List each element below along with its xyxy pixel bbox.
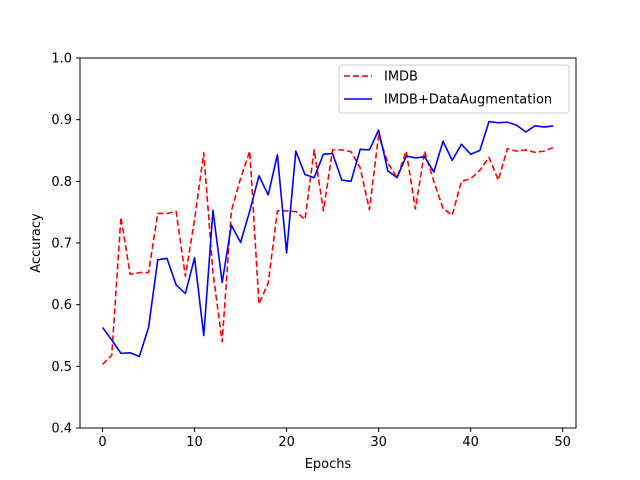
y-tick-label: 0.5	[51, 360, 72, 375]
legend: IMDB IMDB+DataAugmentation	[338, 64, 570, 114]
y-tick-label: 1.0	[51, 52, 72, 67]
y-axis-label: Accuracy	[29, 213, 44, 273]
legend-label-imdb-dataaugmentation: IMDB+DataAugmentation	[384, 93, 552, 108]
x-axis-label: Epochs	[305, 457, 352, 472]
y-tick-label: 0.4	[51, 422, 72, 437]
plot-lines	[101, 120, 554, 366]
x-tick-label: 20	[278, 435, 295, 450]
series-line-1	[101, 120, 554, 358]
x-axis-ticks: 0 10 20 30 40 50	[98, 428, 571, 450]
y-tick-label: 0.8	[51, 175, 72, 190]
y-axis-ticks: 0.4 0.5 0.6 0.7 0.8 0.9 1.0	[51, 52, 80, 437]
series-line-0	[101, 134, 554, 366]
y-tick-label: 0.7	[51, 237, 72, 252]
legend-box	[338, 64, 570, 114]
x-tick-label: 0	[98, 435, 106, 450]
x-tick-label: 50	[554, 435, 571, 450]
x-tick-label: 40	[462, 435, 479, 450]
x-tick-label: 30	[370, 435, 387, 450]
x-tick-label: 10	[186, 435, 203, 450]
y-tick-label: 0.9	[51, 113, 72, 128]
y-tick-label: 0.6	[51, 298, 72, 313]
legend-label-imdb: IMDB	[384, 70, 418, 85]
